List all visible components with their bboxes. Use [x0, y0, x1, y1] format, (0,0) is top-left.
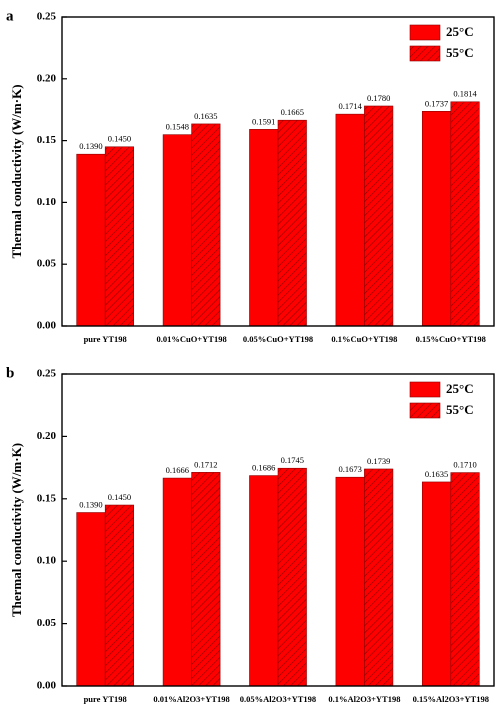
y-tick-label: 0.10 [37, 196, 57, 208]
bar [104, 504, 135, 687]
bar [364, 105, 394, 327]
legend-label: 55°C [446, 402, 474, 417]
value-label: 0.1548 [166, 122, 189, 132]
x-tick-label: 0.1%CuO+YT198 [331, 334, 397, 344]
panel-label: b [6, 365, 14, 381]
bar [421, 481, 452, 687]
value-label: 0.1390 [79, 499, 102, 509]
bar [76, 153, 106, 327]
legend-swatch [409, 45, 441, 62]
value-label: 0.1665 [281, 107, 304, 117]
bar [335, 476, 365, 687]
bar [249, 475, 279, 687]
y-tick-label: 0.25 [37, 368, 57, 380]
x-tick-label: pure YT198 [84, 334, 127, 344]
value-label: 0.1450 [108, 492, 131, 502]
y-tick-label: 0.15 [37, 134, 57, 146]
y-tick-label: 0.00 [37, 680, 57, 692]
bar [364, 468, 394, 687]
bar [191, 472, 221, 687]
value-label: 0.1591 [252, 116, 275, 126]
x-tick-label: 0.1%Al2O3+YT198 [328, 694, 400, 704]
x-tick-label: 0.15%Al2O3+YT198 [413, 694, 489, 704]
legend-swatch [409, 24, 441, 41]
legend-swatch [409, 402, 441, 419]
value-label: 0.1450 [108, 134, 131, 144]
y-tick-label: 0.25 [37, 11, 57, 23]
value-label: 0.1745 [281, 455, 304, 465]
plot-frame [61, 373, 495, 687]
y-axis-label: Thermal conductivity (W/m·K) [9, 443, 24, 617]
y-tick-label: 0.05 [37, 617, 57, 629]
legend-label: 25°C [446, 24, 474, 39]
x-tick-label: 0.01%CuO+YT198 [156, 334, 226, 344]
value-label: 0.1635 [194, 111, 217, 121]
bar [450, 101, 480, 327]
y-tick-label: 0.20 [37, 72, 57, 84]
bar [277, 119, 307, 327]
bar [162, 477, 192, 687]
x-tick-label: 0.05%Al2O3+YT198 [240, 694, 316, 704]
plot-frame [61, 16, 495, 327]
y-tick-label: 0.05 [37, 258, 57, 270]
value-label: 0.1710 [453, 460, 476, 470]
y-tick-label: 0.20 [37, 430, 57, 442]
panel-label: a [6, 8, 14, 24]
y-tick-label: 0.10 [37, 555, 57, 567]
y-tick-label: 0.00 [37, 320, 57, 332]
value-label: 0.1737 [425, 98, 448, 108]
bar [162, 134, 192, 327]
bar [191, 123, 221, 327]
value-label: 0.1635 [425, 469, 448, 479]
value-label: 0.1666 [166, 465, 189, 475]
legend-label: 55°C [446, 45, 474, 60]
value-label: 0.1390 [79, 141, 102, 151]
x-tick-label: pure YT198 [84, 694, 127, 704]
y-tick-label: 0.15 [37, 492, 57, 504]
legend-label: 25°C [446, 381, 474, 396]
x-tick-label: 0.01%Al2O3+YT198 [153, 694, 229, 704]
bar [277, 467, 307, 687]
value-label: 0.1714 [338, 101, 362, 111]
y-axis-label: Thermal conductivity (W/m·K) [9, 84, 24, 258]
value-label: 0.1780 [367, 93, 390, 103]
bar [249, 129, 279, 327]
x-tick-label: 0.15%CuO+YT198 [416, 334, 486, 344]
value-label: 0.1673 [338, 464, 361, 474]
bar [104, 146, 135, 327]
bar [421, 111, 452, 327]
legend-swatch [409, 381, 441, 398]
x-tick-label: 0.05%CuO+YT198 [243, 334, 313, 344]
value-label: 0.1686 [252, 463, 275, 473]
bar [450, 472, 480, 687]
bar [76, 512, 106, 687]
bar [335, 113, 365, 327]
value-label: 0.1814 [453, 89, 477, 99]
value-label: 0.1712 [194, 459, 217, 469]
value-label: 0.1739 [367, 456, 390, 466]
